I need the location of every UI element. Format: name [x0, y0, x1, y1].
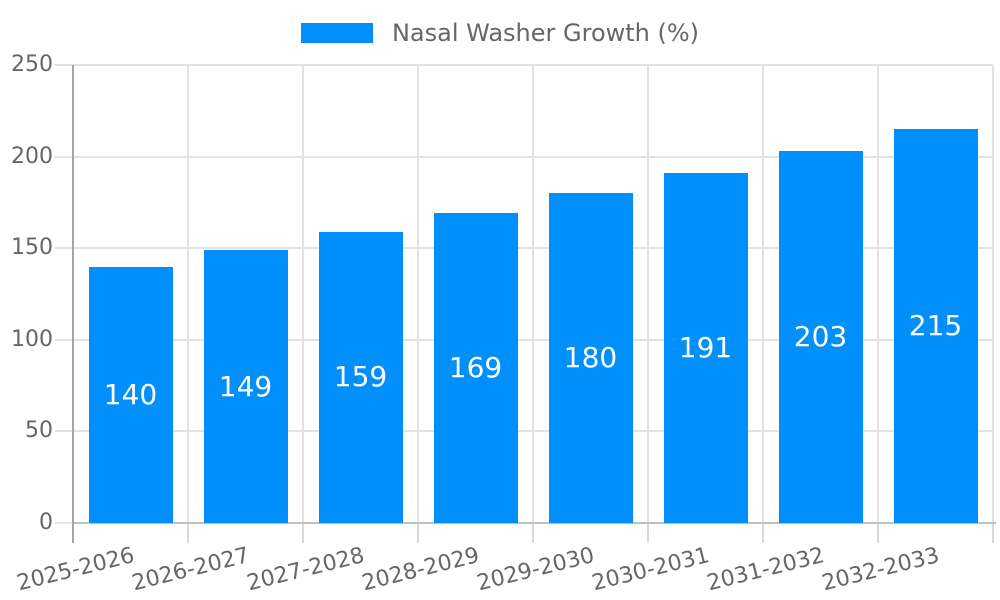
- x-gridline: [417, 65, 419, 523]
- bar: 140: [88, 266, 173, 523]
- bar: 180: [548, 193, 633, 523]
- x-axis-tick: [302, 523, 304, 543]
- bar-value-label: 140: [103, 377, 158, 411]
- y-gridline-tick: [55, 522, 73, 524]
- bar-value-label: 169: [448, 351, 503, 385]
- y-tick-label: 200: [11, 143, 53, 169]
- bar: 203: [778, 151, 863, 523]
- x-gridline: [992, 65, 994, 523]
- y-tick-label: 250: [11, 52, 53, 77]
- x-axis-tick: [877, 523, 879, 543]
- y-tick-label: 0: [39, 510, 53, 535]
- y-tick-label: 100: [11, 326, 53, 352]
- x-tick-label: 2026-2027: [129, 543, 252, 597]
- legend-item[interactable]: Nasal Washer Growth (%): [0, 19, 1000, 47]
- y-gridline: [55, 338, 993, 341]
- bar: 215: [893, 129, 978, 523]
- x-gridline: [187, 65, 189, 523]
- x-axis-line: [73, 522, 996, 524]
- x-tick-label: 2030-2031: [589, 543, 712, 597]
- bar: 169: [433, 213, 518, 523]
- y-gridline: [55, 430, 993, 433]
- y-axis-line: [72, 65, 74, 543]
- x-tick-label: 2032-2033: [819, 543, 942, 597]
- bar: 191: [663, 173, 748, 523]
- y-gridline: [55, 64, 993, 66]
- x-tick-label: 2028-2029: [359, 543, 482, 597]
- x-gridline: [647, 65, 649, 523]
- bar-value-label: 149: [218, 369, 273, 403]
- bar: 149: [203, 250, 288, 523]
- y-gridline: [55, 155, 993, 158]
- bar: 159: [318, 231, 403, 523]
- legend-label: Nasal Washer Growth (%): [391, 19, 700, 47]
- x-gridline: [877, 65, 879, 523]
- y-gridline: [55, 247, 993, 250]
- y-tick-label: 50: [25, 418, 53, 444]
- x-tick-label: 2027-2028: [244, 543, 367, 597]
- x-gridline: [532, 65, 534, 523]
- y-tick-label: 150: [11, 235, 53, 261]
- legend-marker: [300, 23, 373, 43]
- x-axis-tick: [762, 523, 764, 543]
- bar-value-label: 203: [793, 320, 848, 354]
- x-axis-tick: [417, 523, 419, 543]
- x-gridline: [302, 65, 304, 523]
- bar-value-label: 215: [908, 309, 963, 343]
- bar-value-label: 191: [678, 331, 733, 365]
- x-tick-label: 2031-2032: [704, 543, 827, 597]
- x-tick-label: 2025-2026: [14, 543, 137, 597]
- x-axis-tick: [532, 523, 534, 543]
- x-axis-tick: [187, 523, 189, 543]
- x-axis-tick: [992, 523, 994, 543]
- bar-value-label: 180: [563, 341, 618, 375]
- x-tick-label: 2029-2030: [474, 543, 597, 597]
- x-gridline: [762, 65, 764, 523]
- bar-value-label: 159: [333, 360, 388, 394]
- x-axis-tick: [647, 523, 649, 543]
